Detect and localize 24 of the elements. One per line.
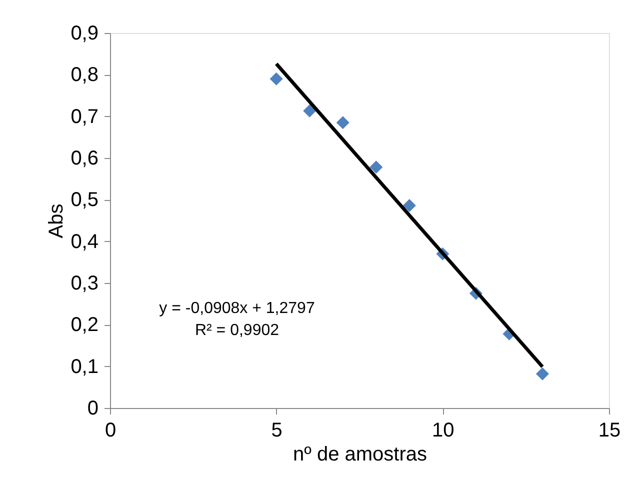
x-tick-label: 15 [598,420,621,442]
y-tick-label: 0,5 [70,189,98,212]
y-tick-label: 0 [87,398,98,420]
y-tick-label: 0,8 [70,64,98,86]
y-tick-label: 0,6 [70,148,98,170]
y-tick-label: 0,9 [70,22,98,44]
y-tick-label: 0,1 [70,356,98,378]
annotation: R² = 0,9902 [194,322,280,339]
point [303,104,316,118]
point [402,198,416,212]
x-tick-label: 5 [271,420,282,442]
y-tick-label: 0,7 [70,106,98,128]
annotation: y = -0,0908x + 1,2797 [159,300,315,317]
y-tick-label: 0,3 [70,272,98,294]
y-axis-title: Abs [46,204,68,238]
x-tick-label: 0 [104,420,116,442]
y-tick-label: 0,2 [70,314,98,336]
y-tick-label: 0,4 [70,230,98,253]
point [270,72,283,86]
x-tick-label: 10 [432,420,454,442]
point [536,367,549,380]
point [370,160,383,174]
point [336,116,350,130]
x-axis-title: nº de amostras [292,444,428,466]
